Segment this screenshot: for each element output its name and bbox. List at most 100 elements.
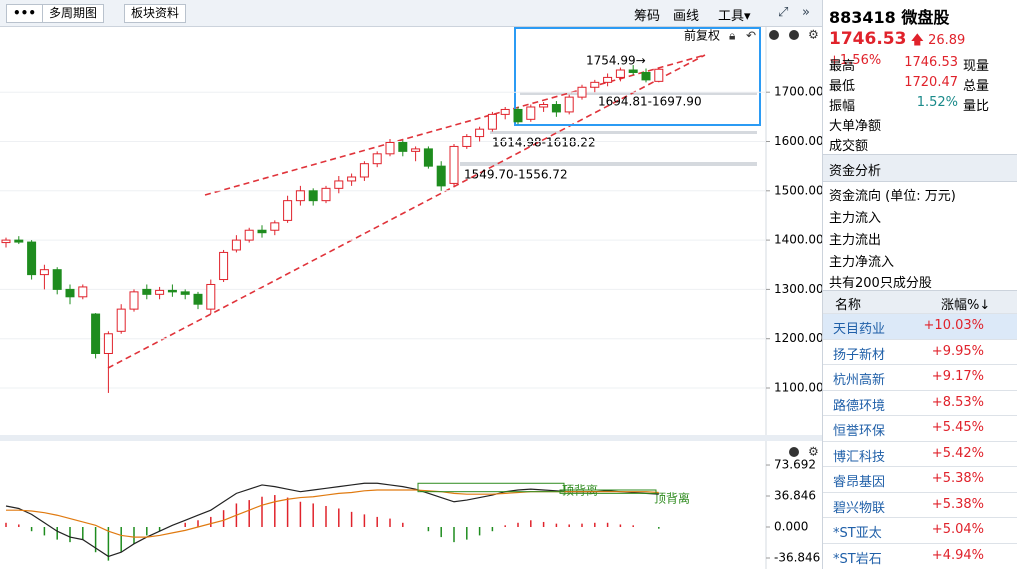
annotation: 1754.99→ [586, 54, 646, 68]
candle-body [283, 200, 293, 221]
stock-row[interactable]: *ST岩石 +4.94% [823, 542, 1017, 569]
stock-pct: +9.17% [931, 369, 984, 384]
y-tick-label: 73.692 [774, 458, 816, 472]
candle-body [39, 269, 49, 276]
stock-row[interactable]: 扬子新材 +9.95% [823, 338, 1017, 365]
y-tick-label: 1500.00 [774, 183, 822, 197]
stock-pct: +10.03% [923, 318, 984, 333]
candle-body [14, 239, 24, 243]
price-band [460, 162, 757, 166]
candle-body [65, 288, 75, 298]
candle-body [590, 81, 600, 88]
candle-body [321, 187, 331, 202]
field-label: 最高 [829, 59, 856, 74]
candle-body [641, 71, 651, 81]
stock-name: *ST岩石 [833, 551, 882, 567]
toolbar-button[interactable]: 多周期图 [42, 4, 105, 23]
tool[interactable]: 画线 [673, 9, 700, 24]
trend-line [204, 54, 706, 196]
undo-icon[interactable]: ↶ [746, 29, 756, 43]
stock-row[interactable]: 杭州高新 +9.17% [823, 364, 1017, 390]
settings-icon[interactable]: ⚙ [808, 28, 819, 42]
tool[interactable]: 工具▾ [718, 9, 751, 24]
candle-body [193, 293, 203, 305]
candle-body [372, 153, 382, 165]
stock-pct: +5.38% [931, 496, 984, 512]
field-extra: 量比 [963, 99, 990, 114]
annotation: 1614.98-1618.22 [492, 136, 596, 150]
price-band [520, 92, 757, 95]
stock-row[interactable]: 天目药业 +10.03% [823, 313, 1017, 339]
candle-body [180, 291, 190, 295]
candle-body [219, 251, 229, 281]
close-icon[interactable] [789, 447, 799, 457]
stock-name: 睿昂基因 [833, 475, 886, 490]
tool[interactable]: 筹码 [634, 9, 661, 24]
field-value: 1720.47 [904, 75, 958, 90]
y-tick-label: 36.846 [774, 489, 816, 503]
candle-body [167, 289, 177, 293]
zoom-out-icon[interactable] [789, 30, 799, 40]
selection-box [514, 27, 761, 126]
annotation: 顶背离 [654, 491, 690, 506]
stock-name: 杭州高新 [833, 373, 886, 388]
candle-body [295, 190, 305, 202]
dea-line [6, 489, 659, 538]
lock-icon[interactable]: 🔒︎ [729, 29, 735, 43]
chart: 前复权 🔒︎ ↶ ⚙ ⚙ 1754.99→ 1694.81-1697.90 16… [0, 27, 822, 569]
field-label: 最低 [829, 79, 856, 94]
quote-panel: 883418 微盘股 1746.53 🡅 26.89 +1.56% 最高 1746… [822, 0, 1017, 569]
candle-body [78, 286, 88, 298]
stock-name: 天目药业 [833, 322, 886, 337]
stock-pct: +5.04% [931, 522, 984, 537]
field-label: 振幅 [829, 99, 856, 114]
y-tick-label: 1600.00 [774, 134, 822, 148]
toolbar-button[interactable]: 板块资料 [124, 4, 187, 23]
field-extra: 总量 [963, 79, 990, 94]
candle-body [551, 104, 561, 113]
stock-row[interactable]: 博汇科技 +5.42% [823, 440, 1017, 467]
candle-body [564, 96, 574, 113]
candle-body [411, 148, 421, 152]
expand-icon[interactable]: ⤢ [778, 5, 789, 20]
zoom-in-icon[interactable] [769, 30, 779, 40]
divergence-box [417, 482, 565, 493]
pane-divider [0, 435, 822, 441]
candle-body [257, 229, 267, 234]
stock-name: 扬子新材 [833, 347, 886, 363]
field-extra: 现量 [963, 59, 990, 74]
candle-body [103, 333, 113, 354]
candle-body [52, 269, 62, 290]
stock-row[interactable]: 睿昂基因 +5.38% [823, 466, 1017, 492]
change-pct: +1.56% [829, 53, 882, 68]
stock-row[interactable]: 恒誉环保 +5.45% [823, 415, 1017, 441]
settings-icon[interactable]: ⚙ [808, 445, 819, 459]
field-value: 1.52% [916, 95, 958, 110]
y-tick-label: 1400.00 [774, 233, 822, 247]
stock-row[interactable]: *ST亚太 +5.04% [823, 517, 1017, 543]
stock-name: 碧兴物联 [833, 500, 886, 516]
stock-row[interactable]: 碧兴物联 +5.38% [823, 491, 1017, 518]
candle-body [500, 108, 510, 115]
candle-body [155, 289, 165, 295]
adjust-label[interactable]: 前复权 [684, 28, 720, 43]
stock-pct: +5.42% [931, 445, 984, 461]
candle-body [603, 76, 613, 83]
toolbar: ••• 多周期图 板块资料 筹码 画线 工具▾ ⤢ » [0, 0, 822, 27]
stock-pct: +5.45% [931, 420, 984, 435]
trend-line [107, 54, 706, 369]
stock-row[interactable]: 路德环境 +8.53% [823, 389, 1017, 416]
candle-body [244, 229, 254, 241]
stock-pct: +8.53% [931, 394, 984, 410]
candle-body [526, 106, 536, 120]
y-tick-label: -36.846 [774, 550, 820, 564]
column-header[interactable]: 名称 [835, 298, 862, 313]
column-header[interactable]: 涨幅%↓ [941, 298, 991, 313]
collapse-icon[interactable]: » [802, 5, 810, 20]
candle-body [359, 163, 369, 178]
price-band [490, 131, 757, 134]
up-arrow: 🡅 [910, 33, 924, 48]
dif-line [5, 482, 659, 558]
stock-pct: +4.94% [931, 547, 984, 563]
